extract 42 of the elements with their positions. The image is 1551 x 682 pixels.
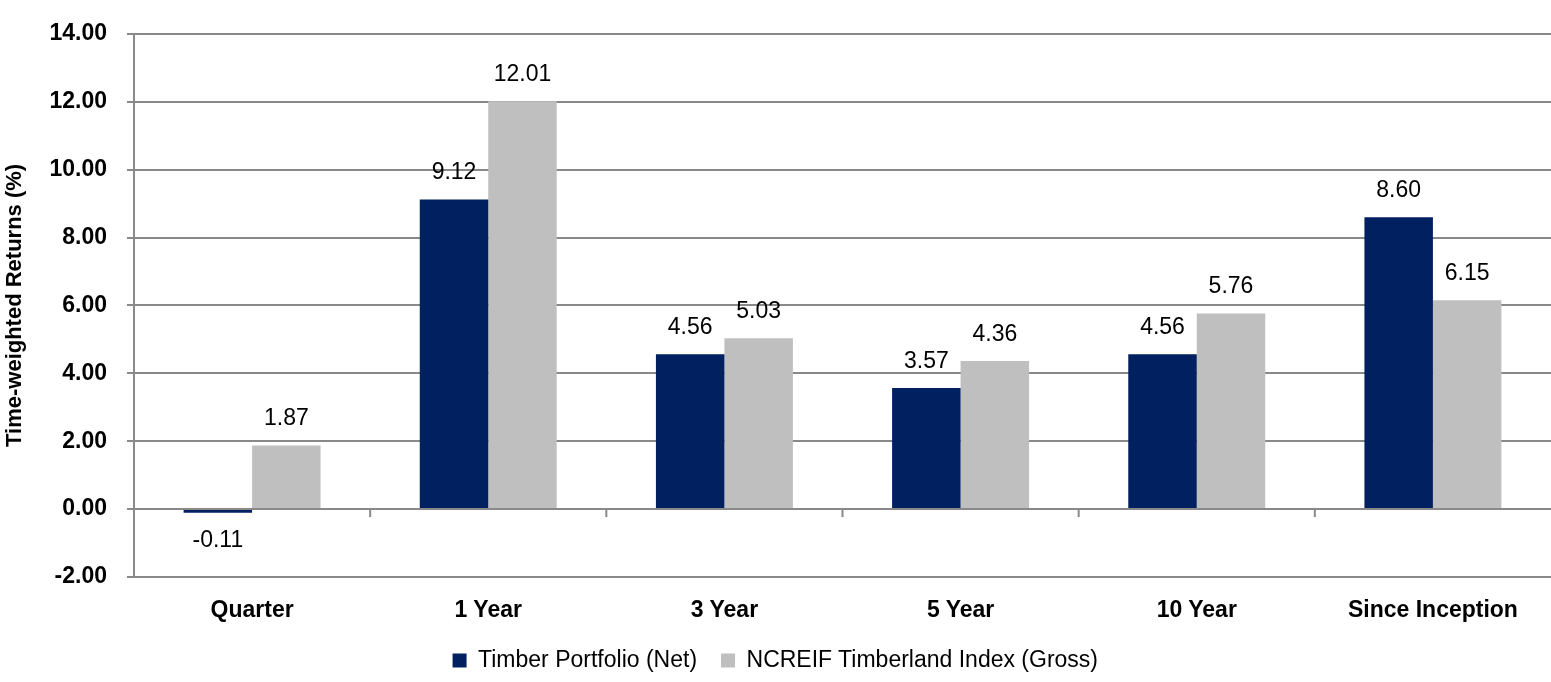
y-tick-label: 12.00 (49, 87, 107, 114)
bar (1196, 313, 1266, 509)
data-label: 5.76 (1208, 272, 1254, 299)
data-label: 4.56 (667, 313, 713, 340)
y-tick-label: 14.00 (49, 19, 107, 46)
bar (1364, 217, 1433, 509)
y-tick-label: -2.00 (54, 562, 107, 589)
data-label: 1.87 (263, 404, 309, 431)
legend-label: Timber Portfolio (Net) (478, 645, 698, 672)
bar (892, 387, 961, 509)
bar (1128, 354, 1197, 509)
legend-label: NCREIF Timberland Index (Gross) (746, 645, 1099, 672)
y-tick-label: 10.00 (49, 154, 107, 181)
data-label: 9.12 (431, 158, 477, 185)
data-label: 5.03 (736, 297, 782, 324)
y-tick-label: 8.00 (62, 222, 107, 249)
data-label: 4.36 (972, 319, 1018, 346)
y-tick-label: 6.00 (62, 290, 107, 317)
bar (419, 199, 489, 509)
data-label: -0.11 (192, 525, 244, 552)
x-tick-label: Since Inception (1347, 596, 1518, 623)
data-label: 4.56 (1140, 313, 1185, 340)
x-tick-label: 10 Year (1156, 596, 1237, 623)
data-label: 8.60 (1376, 175, 1422, 202)
x-tick-label: 5 Year (926, 596, 995, 623)
data-label: 6.15 (1444, 259, 1490, 286)
bar (1432, 300, 1502, 509)
bar (252, 445, 321, 509)
bar (183, 510, 253, 513)
x-tick-label: 3 Year (690, 596, 759, 623)
bar (724, 338, 793, 509)
data-label: 3.57 (903, 346, 949, 373)
bar (960, 361, 1030, 509)
y-tick-label: 0.00 (62, 494, 107, 521)
bar (655, 354, 725, 509)
bar (488, 101, 557, 509)
x-tick-label: 1 Year (454, 596, 522, 623)
y-axis-title: Time-weighted Returns (%) (1, 163, 27, 447)
y-tick-label: 4.00 (62, 358, 107, 385)
y-tick-label: 2.00 (62, 426, 107, 453)
x-tick-label: Quarter (210, 596, 294, 623)
data-label: 12.01 (493, 60, 552, 87)
